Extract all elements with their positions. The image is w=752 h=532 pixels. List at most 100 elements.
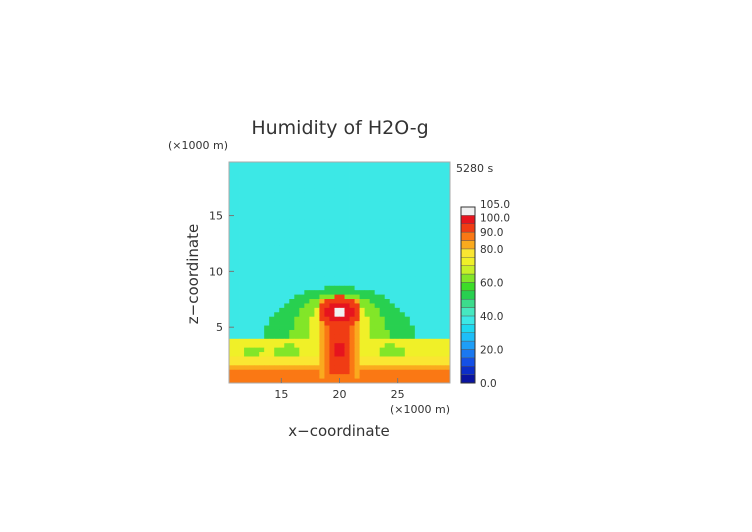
heatmap-cell (304, 321, 310, 326)
heatmap-cell (414, 303, 421, 309)
heatmap-cell (279, 259, 285, 265)
heatmap-cell (429, 201, 436, 207)
heatmap-cell (349, 347, 355, 353)
heatmap-cell (369, 228, 376, 234)
heatmap-cell (424, 374, 431, 379)
heatmap-cell (384, 360, 391, 366)
time-label: 5280 s (456, 162, 493, 175)
heatmap-cell (444, 281, 451, 287)
heatmap-cell (419, 307, 426, 313)
heatmap-cell (259, 241, 265, 247)
heatmap-cell (334, 219, 340, 225)
heatmap-cell (354, 360, 360, 366)
heatmap-cell (364, 347, 371, 353)
heatmap-cell (334, 232, 340, 238)
heatmap-cell (239, 290, 245, 295)
heatmap-cell (374, 228, 381, 234)
heatmap-cell (239, 197, 245, 203)
heatmap-cell (354, 215, 360, 220)
colorbar-segment (460, 357, 476, 367)
heatmap-cell (304, 285, 310, 291)
heatmap-cell (359, 321, 366, 326)
heatmap-cell (374, 201, 381, 207)
heatmap-cell (289, 352, 295, 357)
heatmap-cell (294, 219, 300, 225)
heatmap-cell (419, 329, 426, 335)
heatmap-cell (419, 166, 426, 172)
heatmap-cell (274, 259, 280, 265)
heatmap-cell (319, 347, 325, 353)
heatmap-cell (404, 272, 411, 278)
heatmap-cell (229, 374, 235, 379)
heatmap-cell (324, 281, 330, 287)
heatmap-cell (309, 263, 315, 269)
heatmap-cell (349, 245, 355, 251)
heatmap-cell (269, 162, 275, 167)
heatmap-cell (254, 347, 260, 353)
heatmap-cell (439, 237, 446, 242)
heatmap-cell (414, 179, 421, 185)
heatmap-cell (234, 321, 240, 326)
heatmap-cell (314, 285, 320, 291)
heatmap-cell (394, 303, 401, 309)
heatmap-cell (319, 162, 325, 167)
heatmap-cell (269, 307, 275, 313)
heatmap-cell (294, 352, 300, 357)
heatmap-cell (359, 259, 366, 265)
heatmap-cell (309, 245, 315, 251)
heatmap-cell (249, 206, 255, 212)
heatmap-cell (259, 325, 265, 331)
heatmap-cell (394, 347, 401, 353)
heatmap-cell (304, 259, 310, 265)
heatmap-cell (344, 228, 350, 234)
heatmap-cell (439, 365, 446, 371)
heatmap-cell (399, 316, 406, 322)
heatmap-cell (439, 343, 446, 349)
heatmap-cell (249, 307, 255, 313)
heatmap-cell (284, 360, 290, 366)
heatmap-cell (229, 162, 235, 167)
heatmap-cell (284, 223, 290, 229)
heatmap-cell (364, 321, 371, 326)
heatmap-cell (329, 166, 335, 172)
heatmap-cell (429, 290, 436, 295)
heatmap-cell (254, 201, 260, 207)
heatmap-cell (329, 290, 335, 295)
heatmap-cell (394, 210, 401, 216)
heatmap-cell (339, 188, 345, 194)
heatmap-cell (384, 215, 391, 220)
heatmap-cell (354, 272, 360, 278)
heatmap-cell (259, 334, 265, 340)
heatmap-cell (394, 307, 401, 313)
heatmap-cell (434, 245, 441, 251)
heatmap-cell (229, 360, 235, 366)
heatmap-cell (249, 272, 255, 278)
heatmap-cell (414, 378, 421, 384)
heatmap-cell (329, 281, 335, 287)
heatmap-cell (419, 303, 426, 309)
heatmap-cell (369, 369, 376, 375)
heatmap-cell (274, 343, 280, 349)
heatmap-cell (384, 192, 391, 198)
heatmap-cell (364, 166, 371, 172)
heatmap-cell (304, 206, 310, 212)
heatmap-cell (264, 329, 270, 335)
heatmap-cell (439, 272, 446, 278)
heatmap-cell (304, 170, 310, 176)
heatmap-cell (344, 219, 350, 225)
heatmap-cell (409, 166, 416, 172)
heatmap-cell (389, 321, 396, 326)
heatmap-cell (424, 338, 431, 344)
heatmap-cell (279, 343, 285, 349)
heatmap-cell (364, 276, 371, 282)
heatmap-cell (239, 206, 245, 212)
heatmap-cell (379, 201, 386, 207)
heatmap-cell (409, 360, 416, 366)
heatmap-cell (324, 272, 330, 278)
heatmap-cell (309, 201, 315, 207)
heatmap-cell (444, 303, 451, 309)
heatmap-cell (269, 290, 275, 295)
heatmap-cell (354, 356, 360, 362)
heatmap-cell (329, 276, 335, 282)
heatmap-cell (294, 259, 300, 265)
